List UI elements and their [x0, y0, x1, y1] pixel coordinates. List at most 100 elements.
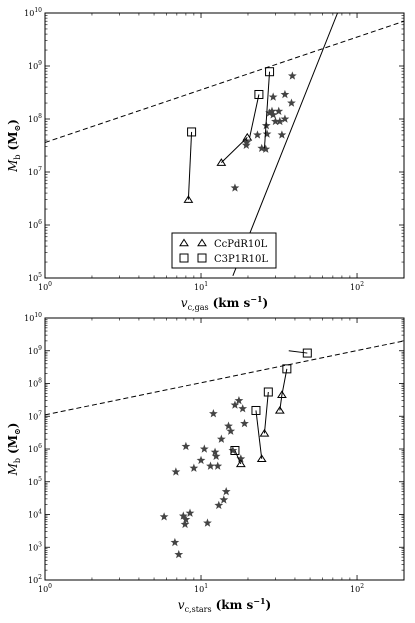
square-marker — [263, 387, 273, 397]
y-axis-label: Mb(M⊙) — [6, 119, 22, 173]
y-tick-label: 103 — [28, 541, 42, 552]
star-point — [275, 116, 285, 126]
star-point — [216, 434, 226, 443]
star-point — [211, 451, 221, 460]
star-point — [262, 129, 272, 138]
star-point — [268, 92, 278, 101]
triangle-marker — [242, 132, 253, 141]
evolution-track — [221, 137, 248, 164]
evolution-track — [249, 94, 260, 138]
y-tick-label: 102 — [28, 574, 42, 585]
star-point — [196, 455, 206, 465]
plot-area — [45, 340, 404, 559]
star-point — [261, 144, 271, 153]
star-point — [180, 519, 190, 529]
legend-box — [171, 232, 277, 269]
star-point — [280, 114, 290, 123]
legend-triangle-marker — [197, 238, 207, 247]
bottom-panel: 100 101 102 102 103 104 105 106 107 108 109 1010 vc,… — [6, 312, 405, 614]
star-point — [242, 137, 251, 147]
star-point — [221, 487, 231, 496]
x-tick-label: 102 — [350, 583, 364, 594]
star-point — [203, 518, 212, 527]
star-point — [277, 130, 287, 139]
star-point — [287, 71, 297, 80]
star-point — [224, 421, 233, 430]
star-point — [241, 140, 251, 149]
star-point — [274, 106, 284, 115]
y-tick-label: 104 — [28, 509, 42, 520]
star-point — [170, 537, 180, 547]
square-marker — [254, 89, 264, 99]
evolution-track — [279, 368, 288, 411]
star-point — [240, 418, 249, 428]
legend-square-marker — [197, 253, 207, 263]
star-point — [280, 89, 290, 99]
x-axis-label: vc,gas (km s−1) — [181, 294, 268, 312]
star-point — [213, 461, 223, 470]
x-tick-label: 102 — [350, 281, 364, 292]
square-marker — [282, 364, 292, 374]
star-point — [253, 130, 262, 139]
star-point — [206, 461, 215, 470]
x-tick-label: 100 — [38, 583, 52, 594]
star-point — [174, 549, 184, 559]
legend-entry-label: C3P1R10L — [214, 254, 268, 265]
y-tick-label: 106 — [28, 219, 42, 230]
evolution-track — [255, 410, 263, 459]
triangle-marker — [259, 428, 270, 437]
plot-area — [45, 13, 404, 276]
y-tick-label: 108 — [28, 378, 42, 389]
top-panel: 100 101 102 105 106 107 108 109 1010 vc,gas (km s−… — [6, 7, 405, 312]
evolution-track — [187, 131, 193, 200]
y-tick-label: 105 — [28, 272, 42, 283]
x-tick-label: 101 — [194, 281, 208, 292]
axes-frame — [44, 12, 405, 279]
legend: CcPdR10L C3P1R10L — [171, 232, 277, 269]
y-tick-label: 107 — [28, 166, 42, 177]
star-point — [185, 508, 195, 517]
dashed-reference-line — [45, 340, 404, 416]
y-tick-label: 1010 — [24, 312, 42, 323]
triangle-marker — [274, 405, 285, 414]
star-point — [159, 512, 169, 521]
triangle-marker — [216, 158, 227, 166]
star-point — [230, 400, 240, 409]
star-point — [181, 514, 191, 524]
star-point — [271, 116, 280, 126]
star-point — [171, 467, 181, 476]
star-point — [178, 511, 188, 520]
star-point — [199, 444, 209, 453]
y-tick-label: 105 — [28, 476, 42, 487]
star-point — [214, 500, 224, 510]
star-point — [189, 463, 199, 472]
square-marker — [187, 127, 197, 137]
square-marker — [302, 348, 312, 358]
star-point — [267, 106, 277, 115]
y-tick-label: 109 — [28, 345, 42, 356]
triangle-marker — [235, 459, 246, 468]
x-tick-label: 100 — [38, 281, 52, 292]
square-marker — [265, 67, 275, 77]
y-tick-label: 108 — [28, 113, 42, 124]
star-point — [181, 441, 191, 451]
star-point — [238, 404, 248, 413]
triangle-marker — [183, 195, 194, 203]
y-tick-label: 106 — [28, 443, 42, 454]
square-marker — [251, 405, 261, 415]
triangle-marker — [277, 390, 287, 399]
triangle-marker — [256, 454, 267, 463]
fit-line — [232, 13, 339, 276]
axes-frame — [44, 317, 405, 581]
square-marker — [230, 445, 240, 455]
legend-square-marker — [179, 253, 189, 263]
star-point — [268, 110, 278, 119]
evolution-track — [263, 71, 271, 149]
y-axis-label: Mb(M⊙) — [6, 423, 22, 477]
dashed-reference-line — [45, 20, 404, 143]
star-point — [209, 409, 218, 418]
y-tick-label: 109 — [28, 60, 42, 71]
star-point — [210, 447, 220, 456]
star-point — [287, 98, 296, 107]
